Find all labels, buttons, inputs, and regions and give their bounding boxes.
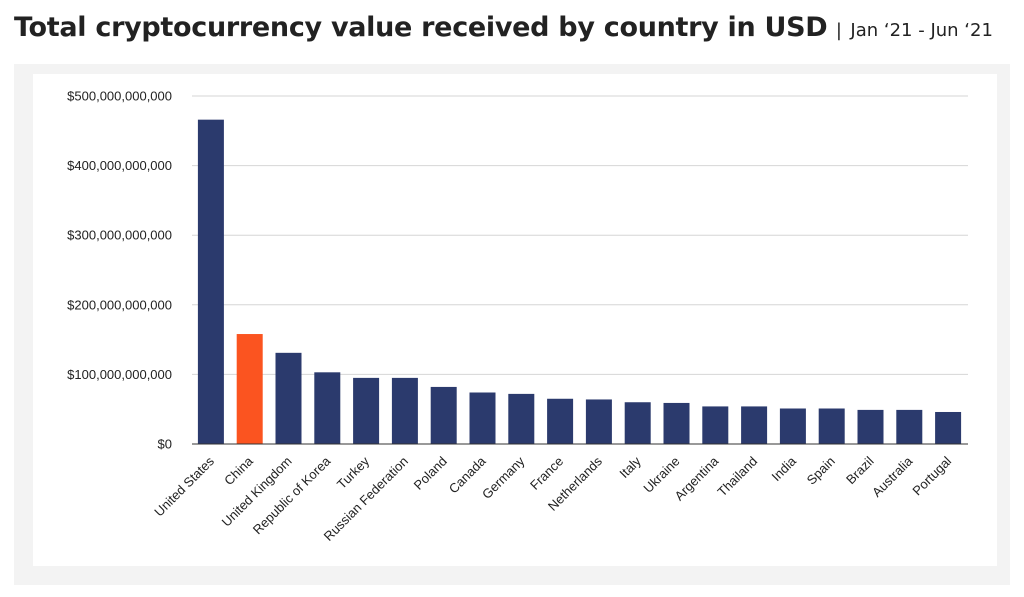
bar	[935, 411, 962, 444]
bar	[469, 392, 496, 444]
bar	[663, 402, 690, 444]
x-tick-label: China	[221, 453, 256, 488]
bar	[314, 372, 341, 444]
bar	[702, 406, 729, 444]
bar	[818, 408, 845, 444]
gridlines	[192, 95, 968, 375]
x-tick-label: Poland	[411, 454, 450, 493]
bar	[857, 409, 884, 444]
y-tick-label: $200,000,000,000	[67, 297, 172, 312]
chart-card	[33, 74, 997, 566]
x-tick-label: Italy	[616, 453, 644, 481]
bar	[197, 119, 224, 444]
bar	[353, 377, 380, 444]
bar	[391, 377, 418, 444]
bar	[779, 408, 806, 444]
x-tick-label: Australia	[869, 453, 916, 500]
chart-subtitle-separator: |	[835, 20, 842, 41]
bar	[896, 409, 923, 444]
x-tick-label: United States	[151, 453, 217, 519]
bars	[197, 119, 962, 444]
x-tick-label: Thailand	[714, 454, 760, 500]
y-tick-label: $0	[158, 437, 172, 452]
bar	[430, 386, 457, 444]
chart-subtitle: Jan ‘21 - Jun ‘21	[850, 20, 993, 41]
y-tick-label: $300,000,000,000	[67, 228, 172, 243]
y-axis-tick-labels: $0 $100,000,000,000 $200,000,000,000 $300,0…	[67, 89, 172, 452]
y-tick-label: $500,000,000,000	[67, 89, 172, 104]
bar	[508, 393, 535, 444]
bar	[547, 398, 574, 444]
bar	[741, 406, 768, 444]
y-tick-label: $400,000,000,000	[67, 158, 172, 173]
x-tick-label: Spain	[804, 454, 838, 488]
chart-title: Total cryptocurrency value received by c…	[14, 12, 828, 43]
bar	[236, 334, 263, 444]
bar	[275, 352, 302, 444]
x-tick-label: United Kingdom	[219, 454, 295, 530]
bar	[585, 399, 612, 444]
x-tick-label: India	[768, 453, 799, 484]
x-tick-label: Germany	[479, 453, 528, 502]
bar	[624, 402, 651, 444]
x-tick-label: Portugal	[909, 453, 954, 498]
x-tick-label: Brazil	[843, 453, 877, 487]
y-tick-label: $100,000,000,000	[67, 367, 172, 382]
chart-header: Total cryptocurrency value received by c…	[14, 12, 993, 43]
